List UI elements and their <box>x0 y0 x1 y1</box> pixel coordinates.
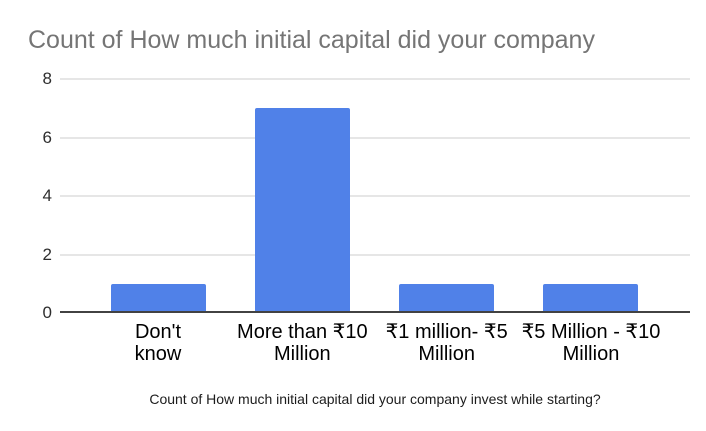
gridline <box>60 136 690 139</box>
bar <box>110 283 206 313</box>
y-tick-label: 8 <box>42 69 52 88</box>
x-category-label-line: know <box>134 343 182 365</box>
x-category-label-line: Don't <box>134 321 182 343</box>
bar <box>399 283 495 313</box>
x-category-label-line: Million <box>273 343 331 365</box>
y-tick-label: 4 <box>42 186 52 205</box>
gridline <box>60 195 690 197</box>
x-axis-title: Count of How much initial capital did yo… <box>149 391 601 407</box>
plot-area <box>60 78 690 313</box>
y-tick-label: 6 <box>42 127 52 147</box>
y-tick-label: 2 <box>42 244 52 264</box>
gridline <box>60 78 690 80</box>
bar <box>254 108 350 313</box>
x-category-label: ₹5 Million - ₹10 Million <box>522 321 661 365</box>
y-tick-label: 0 <box>42 303 52 322</box>
chart-title: Count of How much initial capital did yo… <box>28 26 595 54</box>
x-axis-line <box>60 311 690 313</box>
x-category-label-line: Million <box>418 343 475 365</box>
x-category-label-line: ₹1 million- ₹5 <box>385 321 508 343</box>
x-category-label: More than ₹10 Million <box>237 321 368 365</box>
x-category-label: ₹1 million- ₹5 Million <box>386 321 508 365</box>
x-category-label-line: More than ₹10 <box>237 321 368 343</box>
x-category-label: Don't know <box>135 321 182 365</box>
x-category-label-line: Million <box>562 343 620 365</box>
bar <box>543 283 639 313</box>
x-category-label-line: ₹5 Million - ₹10 <box>521 321 661 343</box>
gridline <box>60 253 690 256</box>
